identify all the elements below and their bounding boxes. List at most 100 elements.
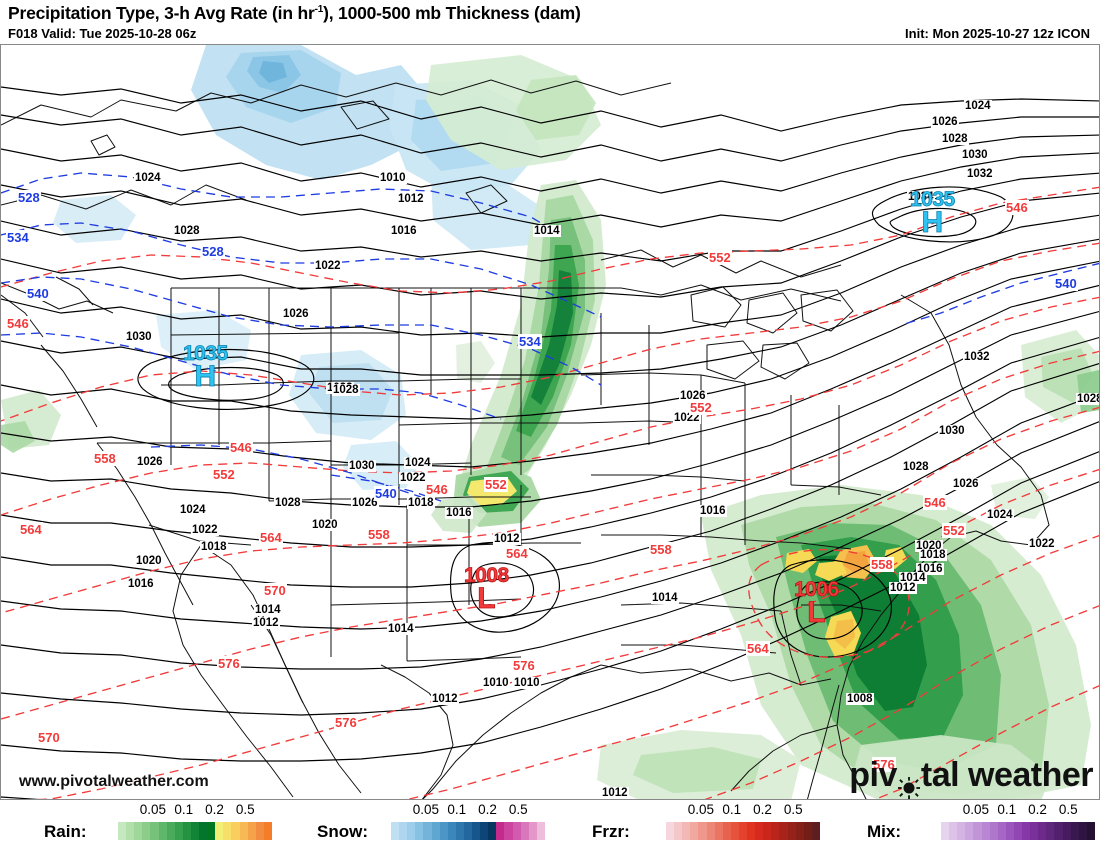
legend-ticks-snow: 0.05 0.1 0.2 0.5 bbox=[383, 802, 545, 820]
map-vector-layer bbox=[1, 45, 1099, 799]
legend-swatch bbox=[690, 822, 699, 840]
legend-colorbar-rain[interactable] bbox=[110, 822, 272, 840]
legend-swatch bbox=[439, 822, 448, 840]
legend-swatch bbox=[472, 822, 481, 840]
legend-tick-label: 0.2 bbox=[1028, 802, 1047, 817]
legend-swatch bbox=[803, 822, 812, 840]
legend-swatch bbox=[730, 822, 739, 840]
legend-tick-label: 0.5 bbox=[235, 802, 255, 817]
legend-colorbar-frzr[interactable] bbox=[658, 822, 820, 840]
legend-swatch bbox=[1070, 822, 1079, 840]
legend-swatch bbox=[666, 822, 675, 840]
legend-tick-label: 0.1 bbox=[174, 802, 194, 817]
legend-swatch bbox=[1054, 822, 1063, 840]
legend-tick-label: 0.05 bbox=[412, 802, 440, 817]
isobar-layer bbox=[1, 86, 1099, 799]
header: Precipitation Type, 3-h Avg Rate (in hr-… bbox=[0, 0, 1100, 44]
legend-swatch bbox=[997, 822, 1006, 840]
brand-watermark: piv bbox=[849, 756, 1094, 799]
legend-swatch bbox=[981, 822, 990, 840]
legend-swatch bbox=[399, 822, 408, 840]
legend-swatch bbox=[190, 822, 200, 840]
legend-swatch bbox=[795, 822, 804, 840]
legend-swatch bbox=[722, 822, 731, 840]
legend-group-snow: Snow: 0.05 0.1 0.2 0.5 bbox=[275, 800, 550, 850]
legend-swatch bbox=[771, 822, 780, 840]
legend-swatch bbox=[941, 822, 950, 840]
legend-tick-label: 0.2 bbox=[205, 802, 224, 817]
legend-swatch bbox=[973, 822, 982, 840]
legend-group-rain: Rain: 0.05 0.1 0.2 0.5 bbox=[0, 800, 275, 850]
legend-swatch bbox=[463, 822, 473, 840]
legend-swatch bbox=[949, 822, 958, 840]
legend-swatch bbox=[658, 822, 667, 840]
legend-swatch bbox=[965, 822, 974, 840]
map-canvas[interactable]: 1024 1010 1012 1014 1016 1028 1022 1026 1030 1032… bbox=[0, 44, 1100, 800]
legend-swatch bbox=[682, 822, 691, 840]
legend-ticks-frzr: 0.05 0.1 0.2 0.5 bbox=[658, 802, 820, 820]
legend-label-frzr: Frzr: bbox=[592, 822, 630, 841]
legend-swatch bbox=[150, 822, 159, 840]
legend-swatch bbox=[957, 822, 966, 840]
legend-swatch bbox=[512, 822, 521, 840]
legend-colorbar-mix[interactable] bbox=[933, 822, 1095, 840]
legend-swatch bbox=[158, 822, 167, 840]
legend-swatch bbox=[110, 822, 119, 840]
legend-swatch bbox=[488, 822, 497, 840]
legend-swatch bbox=[182, 822, 191, 840]
legend-swatch bbox=[223, 822, 232, 840]
legend-swatch bbox=[391, 822, 400, 840]
legend-swatch bbox=[747, 822, 756, 840]
legend-swatch bbox=[989, 822, 998, 840]
legend-swatch bbox=[255, 822, 264, 840]
legend-tick-label: 0.1 bbox=[447, 802, 467, 817]
legend-swatch bbox=[415, 822, 424, 840]
legend-swatch bbox=[811, 822, 820, 840]
legend-swatch bbox=[779, 822, 788, 840]
legend-swatch bbox=[199, 822, 208, 840]
legend-swatch bbox=[1086, 822, 1095, 840]
legend-swatch bbox=[239, 822, 248, 840]
title-tail: ), 1000-500 mb Thickness (dam) bbox=[323, 3, 581, 23]
legend-colorbar-snow[interactable] bbox=[383, 822, 545, 840]
legend-tick-label: 0.5 bbox=[783, 802, 803, 817]
legend-swatch bbox=[528, 822, 537, 840]
legend-swatch bbox=[447, 822, 456, 840]
legend-tick-label: 0.2 bbox=[478, 802, 497, 817]
legend-group-frzr: Frzr: 0.05 0.1 0.2 0.5 bbox=[550, 800, 825, 850]
thickness-warm-layer bbox=[1, 186, 1099, 799]
legend-swatch bbox=[1078, 822, 1087, 840]
legend-swatch bbox=[698, 822, 707, 840]
legend-swatch bbox=[480, 822, 489, 840]
legend-tick-label: 0.5 bbox=[508, 802, 528, 817]
legend-ticks-mix: 0.05 0.1 0.2 0.5 bbox=[933, 802, 1095, 820]
legend-swatch bbox=[231, 822, 240, 840]
legend-swatch bbox=[1013, 822, 1023, 840]
legend-tick-label: 0.1 bbox=[722, 802, 742, 817]
legend-swatch bbox=[207, 822, 216, 840]
colorbar-legend: Rain: 0.05 0.1 0.2 0.5 Snow: 0.05 0.1 0.2 0.5 Frzr… bbox=[0, 800, 1100, 850]
legend-swatch bbox=[1046, 822, 1055, 840]
legend-swatch bbox=[174, 822, 183, 840]
legend-swatch bbox=[1005, 822, 1014, 840]
legend-swatch bbox=[714, 822, 723, 840]
legend-swatch bbox=[674, 822, 683, 840]
legend-swatch bbox=[247, 822, 256, 840]
init-time-label: Init: Mon 2025-10-27 12z ICON bbox=[905, 26, 1090, 41]
legend-swatch bbox=[763, 822, 772, 840]
brand-text-pre: piv bbox=[849, 756, 897, 794]
legend-label-mix: Mix: bbox=[867, 822, 901, 841]
legend-swatch bbox=[431, 822, 440, 840]
legend-swatch bbox=[520, 822, 529, 840]
legend-tick-label: 0.1 bbox=[997, 802, 1017, 817]
legend-swatch bbox=[134, 822, 143, 840]
legend-swatch bbox=[496, 822, 505, 840]
legend-swatch bbox=[407, 822, 416, 840]
legend-swatch bbox=[215, 822, 224, 840]
legend-swatch bbox=[706, 822, 715, 840]
legend-group-mix: Mix: 0.05 0.1 0.2 0.5 bbox=[825, 800, 1100, 850]
legend-swatch bbox=[1038, 822, 1047, 840]
legend-swatch bbox=[1030, 822, 1039, 840]
legend-swatch bbox=[755, 822, 764, 840]
